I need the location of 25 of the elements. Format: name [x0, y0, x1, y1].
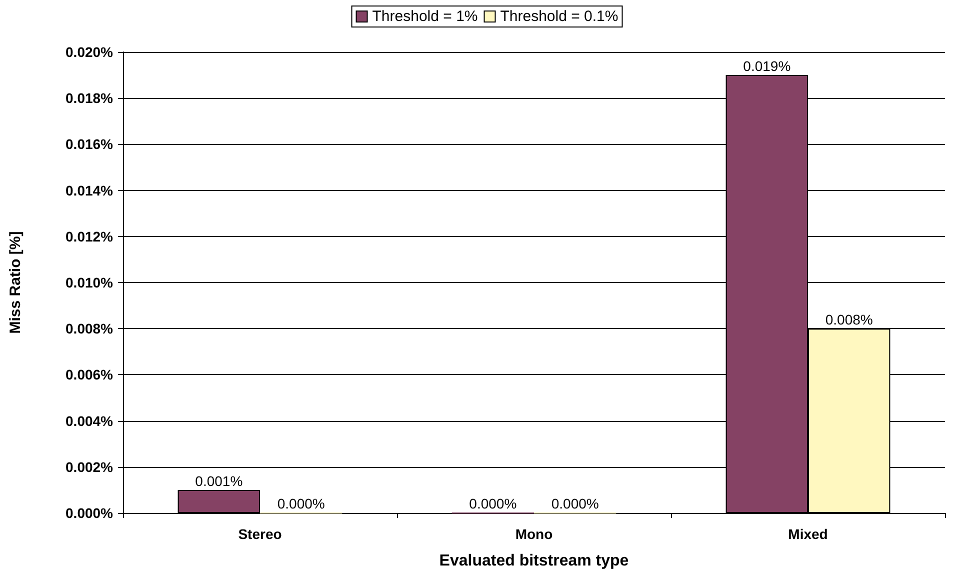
bar — [178, 490, 260, 513]
y-tick-label: 0.008% — [66, 320, 114, 337]
legend-label: Threshold = 1% — [372, 8, 478, 25]
x-tick-label: Stereo — [238, 526, 282, 542]
data-label: 0.001% — [195, 472, 243, 489]
data-label: 0.008% — [825, 312, 873, 328]
y-tick-label: 0.004% — [66, 412, 114, 429]
y-tick-label: 0.018% — [66, 90, 114, 106]
y-tick-label: 0.010% — [66, 274, 114, 290]
y-tick-label: 0.002% — [66, 458, 114, 475]
y-tick-label: 0.006% — [66, 366, 114, 383]
y-tick-label: 0.020% — [66, 44, 114, 60]
y-tick-label: 0.016% — [66, 136, 114, 152]
y-tick-label: 0.014% — [66, 182, 114, 198]
data-label: 0.000% — [277, 496, 325, 512]
y-tick-label: 0.000% — [66, 505, 114, 521]
legend-label: Threshold = 0.1% — [500, 8, 618, 25]
y-tick-label: 0.012% — [66, 228, 114, 244]
y-axis-title: Miss Ratio [%] — [7, 231, 24, 334]
data-label: 0.019% — [743, 58, 791, 74]
data-label: 0.000% — [551, 496, 599, 512]
data-label: 0.000% — [469, 496, 517, 512]
x-tick-label: Mixed — [788, 526, 828, 542]
x-axis-title: Evaluated bitstream type — [439, 552, 629, 570]
x-tick-label: Mono — [515, 526, 553, 542]
